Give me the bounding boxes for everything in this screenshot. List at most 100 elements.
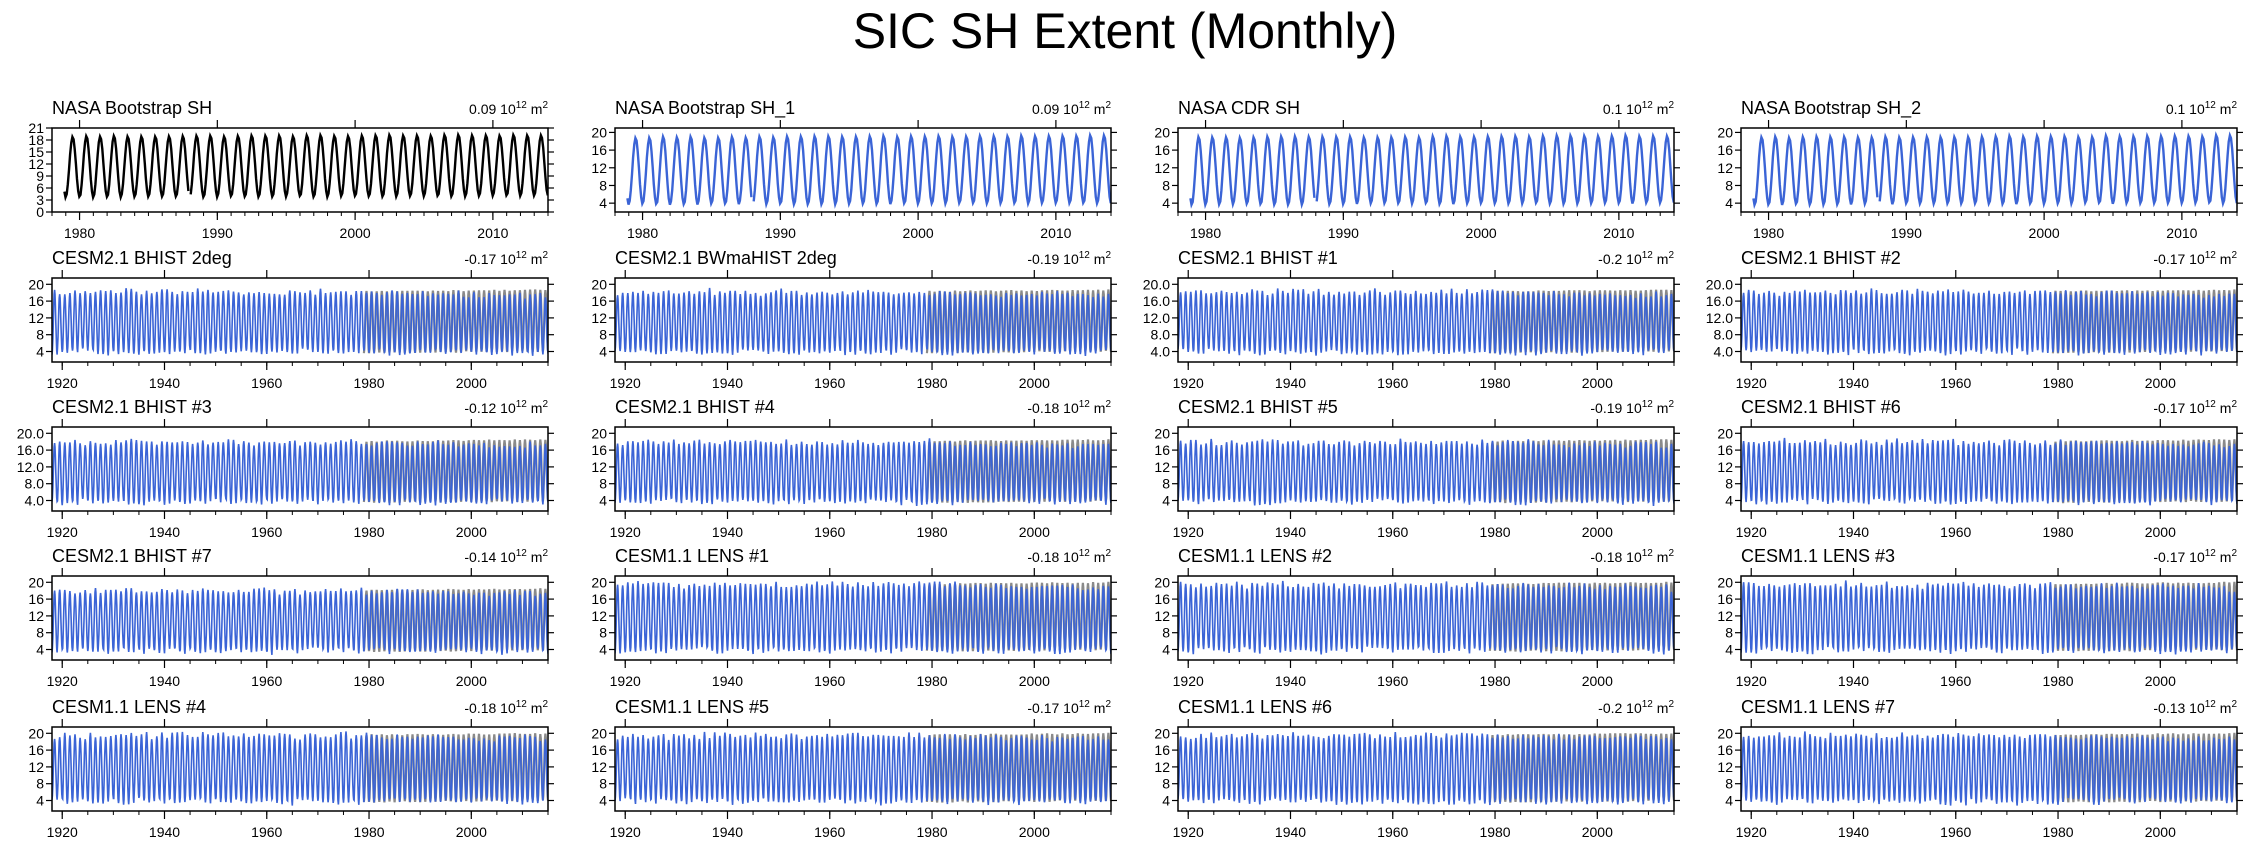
panel-title: CESM2.1 BHIST #4 bbox=[615, 397, 775, 417]
plot-frame bbox=[614, 575, 1112, 661]
y-tick-label: 8.0 bbox=[25, 476, 45, 492]
x-tick-label: 2010 bbox=[477, 225, 508, 241]
x-tick-label: 2000 bbox=[1582, 673, 1613, 689]
panel-2: NASA Bootstrap SH_1 0.09 1012 m2481216201… bbox=[591, 98, 1117, 241]
y-tick-label: 16 bbox=[1717, 442, 1733, 458]
y-tick-label: 4 bbox=[599, 195, 607, 211]
x-tick-label: 1960 bbox=[1940, 524, 1971, 540]
y-tick-label: 16 bbox=[28, 293, 44, 309]
x-tick-label: 1980 bbox=[1479, 524, 1510, 540]
y-tick-label: 20 bbox=[1154, 574, 1170, 590]
panel-title: CESM1.1 LENS #7 bbox=[1741, 697, 1895, 717]
plot-frame bbox=[1177, 426, 1675, 512]
x-tick-label: 1940 bbox=[149, 524, 180, 540]
x-tick-label: 1980 bbox=[627, 225, 658, 241]
model-series bbox=[1178, 580, 1674, 655]
y-tick-label: 20 bbox=[591, 124, 607, 140]
y-tick-label: 4 bbox=[599, 344, 607, 360]
y-tick-label: 8 bbox=[599, 177, 607, 193]
y-tick-label: 20 bbox=[1717, 124, 1733, 140]
trend-label: -0.12 1012 m2 bbox=[464, 399, 548, 416]
trend-label: -0.2 1012 m2 bbox=[1598, 250, 1674, 267]
x-tick-label: 1960 bbox=[251, 824, 282, 840]
plot-frame bbox=[614, 426, 1112, 512]
x-tick-label: 2000 bbox=[456, 673, 487, 689]
x-tick-label: 1980 bbox=[916, 524, 947, 540]
x-tick-label: 1920 bbox=[610, 673, 641, 689]
y-tick-label: 3 bbox=[36, 192, 44, 208]
y-tick-label: 4 bbox=[599, 642, 607, 658]
x-tick-label: 2010 bbox=[1603, 225, 1634, 241]
model-series bbox=[1752, 131, 2237, 210]
x-tick-label: 1960 bbox=[814, 524, 845, 540]
y-tick-label: 4 bbox=[1725, 642, 1733, 658]
figure-title: SIC SH Extent (Monthly) bbox=[852, 3, 1398, 59]
panel-4: NASA Bootstrap SH_2 0.1 1012 m24812162019… bbox=[1717, 98, 2243, 241]
x-tick-label: 1960 bbox=[1940, 824, 1971, 840]
panel-title: NASA Bootstrap SH bbox=[52, 98, 212, 118]
y-tick-label: 20.0 bbox=[1143, 276, 1170, 292]
x-tick-label: 2000 bbox=[1019, 673, 1050, 689]
panel-title: CESM1.1 LENS #5 bbox=[615, 697, 769, 717]
plot-frame bbox=[1740, 726, 2238, 812]
y-tick-label: 16.0 bbox=[1143, 293, 1170, 309]
y-tick-label: 4 bbox=[1725, 493, 1733, 509]
panel-title: CESM1.1 LENS #6 bbox=[1178, 697, 1332, 717]
trend-label: -0.14 1012 m2 bbox=[464, 548, 548, 565]
x-tick-label: 1920 bbox=[1173, 673, 1204, 689]
panel-8: CESM2.1 BHIST #2 -0.17 1012 m24.08.012.01… bbox=[1706, 248, 2243, 391]
x-tick-label: 2000 bbox=[2029, 225, 2060, 241]
x-tick-label: 1980 bbox=[64, 225, 95, 241]
plot-frame bbox=[51, 277, 549, 363]
x-tick-label: 1940 bbox=[149, 824, 180, 840]
trend-label: -0.18 1012 m2 bbox=[1027, 399, 1111, 416]
y-tick-label: 20 bbox=[1717, 725, 1733, 741]
y-tick-label: 20 bbox=[1717, 574, 1733, 590]
trend-label: -0.17 1012 m2 bbox=[1027, 699, 1111, 716]
trend-label: -0.19 1012 m2 bbox=[1590, 399, 1674, 416]
x-tick-label: 2000 bbox=[2145, 375, 2176, 391]
model-series bbox=[615, 581, 1111, 655]
x-tick-label: 1990 bbox=[1328, 225, 1359, 241]
y-tick-label: 8.0 bbox=[1151, 327, 1171, 343]
x-tick-label: 1920 bbox=[1173, 824, 1204, 840]
x-tick-label: 1920 bbox=[610, 524, 641, 540]
panel-title: CESM2.1 BHIST 2deg bbox=[52, 248, 232, 268]
y-tick-label: 8.0 bbox=[1714, 327, 1734, 343]
x-tick-label: 1920 bbox=[1736, 524, 1767, 540]
plot-frame bbox=[51, 426, 549, 512]
x-tick-label: 1960 bbox=[251, 375, 282, 391]
trend-label: -0.13 1012 m2 bbox=[2153, 699, 2237, 716]
x-tick-label: 1920 bbox=[47, 673, 78, 689]
y-tick-label: 8 bbox=[599, 776, 607, 792]
model-series bbox=[1189, 131, 1674, 210]
x-tick-label: 1940 bbox=[712, 673, 743, 689]
model-series bbox=[63, 131, 548, 202]
x-tick-label: 1920 bbox=[1173, 375, 1204, 391]
x-tick-label: 1980 bbox=[353, 375, 384, 391]
y-tick-label: 8 bbox=[1162, 177, 1170, 193]
y-tick-label: 8 bbox=[599, 327, 607, 343]
trend-label: 0.1 1012 m2 bbox=[1603, 100, 1675, 117]
panel-title: CESM2.1 BHIST #7 bbox=[52, 546, 212, 566]
x-tick-label: 1920 bbox=[610, 824, 641, 840]
y-tick-label: 0 bbox=[36, 204, 44, 220]
x-tick-label: 1980 bbox=[1753, 225, 1784, 241]
y-tick-label: 20 bbox=[591, 574, 607, 590]
trend-label: -0.17 1012 m2 bbox=[2153, 548, 2237, 565]
y-tick-label: 4.0 bbox=[25, 493, 45, 509]
y-tick-label: 20 bbox=[1154, 725, 1170, 741]
y-tick-label: 16.0 bbox=[1706, 293, 1733, 309]
x-tick-label: 1980 bbox=[353, 524, 384, 540]
plot-frame bbox=[614, 726, 1112, 812]
x-tick-label: 1940 bbox=[1838, 673, 1869, 689]
y-tick-label: 8 bbox=[1162, 625, 1170, 641]
